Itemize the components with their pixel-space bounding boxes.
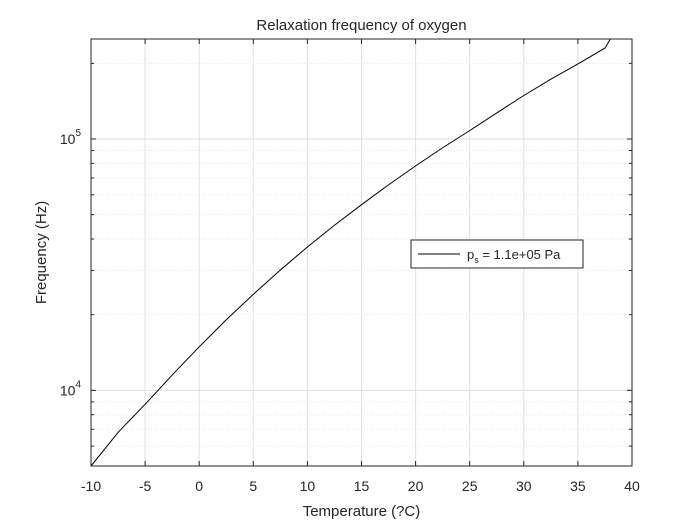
x-tick-label: -10 <box>81 478 101 494</box>
ticks <box>90 39 633 467</box>
legend: ps = 1.1e+05 Pa <box>410 239 584 269</box>
legend-entry-rest: = 1.1e+05 Pa <box>479 247 561 262</box>
x-tick-labels: -10 -5 0 5 10 15 20 25 30 35 40 <box>81 478 640 494</box>
y-axis-label: Frequency (Hz) <box>33 201 50 304</box>
y-tick-label-base: 10 <box>60 382 76 398</box>
x-tick-label: 40 <box>624 478 640 494</box>
y-tick-label-exponent: 4 <box>75 379 81 390</box>
series-line <box>90 38 611 467</box>
x-tick-label: 10 <box>300 478 316 494</box>
legend-entry: ps = 1.1e+05 Pa <box>467 247 561 265</box>
chart-title: Relaxation frequency of oxygen <box>256 17 466 34</box>
y-tick-label: 104 <box>60 379 82 398</box>
x-tick-label: 0 <box>195 478 203 494</box>
legend-entry-sub: s <box>474 255 479 265</box>
series-group <box>90 38 611 467</box>
x-tick-label: 15 <box>354 478 370 494</box>
legend-entry-main: p <box>467 247 474 262</box>
x-tick-label: 5 <box>249 478 257 494</box>
x-axis-label: Temperature (?C) <box>303 503 421 520</box>
x-tick-label: -5 <box>139 478 152 494</box>
x-tick-label: 20 <box>408 478 424 494</box>
y-tick-label-exponent: 5 <box>75 128 81 139</box>
y-tick-label: 105 <box>60 128 82 147</box>
x-tick-label: 35 <box>570 478 586 494</box>
x-tick-label: 30 <box>516 478 532 494</box>
x-tick-label: 25 <box>462 478 478 494</box>
y-tick-label-base: 10 <box>60 131 76 147</box>
